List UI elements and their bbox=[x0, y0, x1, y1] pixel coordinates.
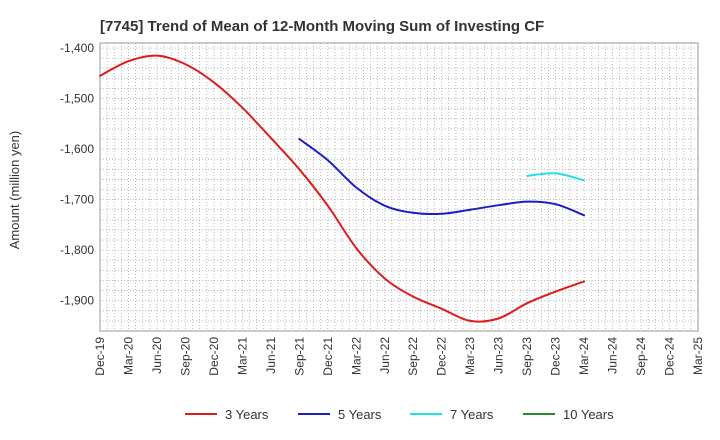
x-tick-label: Jun-21 bbox=[264, 337, 278, 374]
legend-item-5-years: 5 Years bbox=[298, 407, 382, 422]
y-tick-label: -1,700 bbox=[60, 193, 94, 207]
x-tick-label: Sep-21 bbox=[292, 337, 306, 376]
y-axis-ticks: -1,400 -1,500 -1,600 -1,700 -1,800 -1,900 bbox=[60, 41, 94, 308]
x-tick-label: Mar-20 bbox=[121, 337, 135, 375]
legend-item-3-years: 3 Years bbox=[185, 407, 269, 422]
x-tick-label: Sep-22 bbox=[406, 337, 420, 376]
plot-border bbox=[99, 42, 699, 332]
x-tick-label: Dec-22 bbox=[435, 337, 449, 376]
x-tick-label: Sep-24 bbox=[634, 337, 648, 376]
x-tick-label: Jun-24 bbox=[606, 337, 620, 374]
y-tick-label: -1,400 bbox=[60, 41, 94, 55]
x-tick-label: Sep-23 bbox=[520, 337, 534, 376]
legend-item-10-years: 10 Years bbox=[523, 407, 614, 422]
x-tick-label: Dec-21 bbox=[321, 337, 335, 376]
legend: 3 Years 5 Years 7 Years 10 Years bbox=[185, 407, 614, 422]
x-tick-label: Mar-25 bbox=[691, 337, 705, 375]
x-tick-label: Dec-19 bbox=[93, 337, 107, 376]
x-tick-label: Sep-20 bbox=[178, 337, 192, 376]
chart-title: [7745] Trend of Mean of 12-Month Moving … bbox=[100, 18, 544, 35]
series-line-7-years bbox=[526, 172, 586, 182]
legend-label: 7 Years bbox=[450, 407, 494, 422]
series-line-5-years bbox=[298, 138, 586, 217]
y-tick-label: -1,800 bbox=[60, 243, 94, 257]
x-tick-label: Dec-20 bbox=[207, 337, 221, 376]
y-tick-label: -1,900 bbox=[60, 294, 94, 308]
x-tick-label: Dec-24 bbox=[663, 337, 677, 376]
x-tick-label: Dec-23 bbox=[549, 337, 563, 376]
y-axis-label: Amount (million yen) bbox=[7, 131, 22, 250]
grid-lines bbox=[99, 42, 699, 332]
x-tick-label: Jun-23 bbox=[492, 337, 506, 374]
y-tick-label: -1,500 bbox=[60, 92, 94, 106]
x-axis-ticks: Dec-19 Mar-20 Jun-20 Sep-20 Dec-20 Mar-21 Jun-… bbox=[93, 337, 705, 376]
legend-label: 10 Years bbox=[563, 407, 614, 422]
legend-item-7-years: 7 Years bbox=[410, 407, 494, 422]
series-line-3-years bbox=[99, 54, 586, 323]
y-tick-label: -1,600 bbox=[60, 142, 94, 156]
x-tick-label: Mar-21 bbox=[235, 337, 249, 375]
x-tick-label: Jun-20 bbox=[150, 337, 164, 374]
series-lines bbox=[99, 54, 586, 323]
x-tick-label: Mar-23 bbox=[463, 337, 477, 375]
legend-label: 3 Years bbox=[225, 407, 269, 422]
x-tick-label: Mar-22 bbox=[349, 337, 363, 375]
legend-label: 5 Years bbox=[338, 407, 382, 422]
x-tick-label: Jun-22 bbox=[378, 337, 392, 374]
x-tick-label: Mar-24 bbox=[577, 337, 591, 375]
